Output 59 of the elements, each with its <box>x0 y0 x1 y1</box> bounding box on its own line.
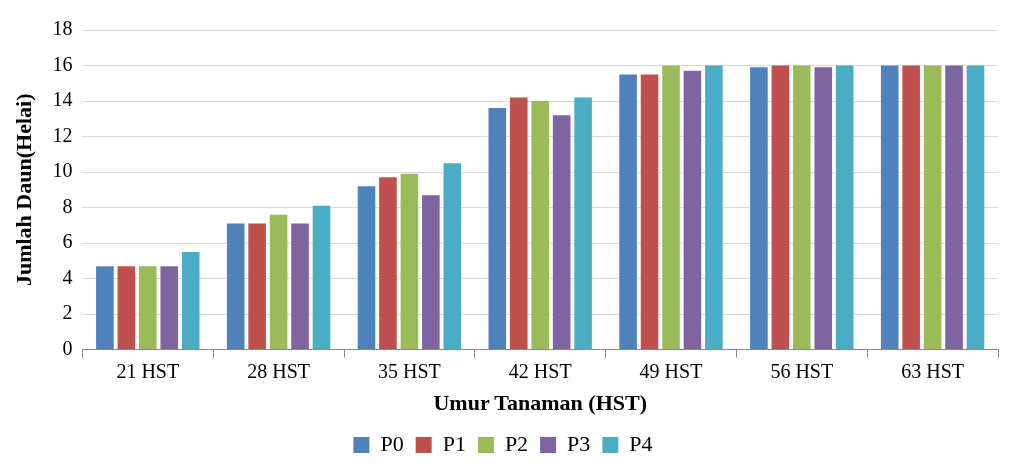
bar <box>750 67 768 350</box>
x-tick-label: 42 HST <box>508 359 572 382</box>
y-tick-label: 12 <box>52 123 73 146</box>
legend-label: P0 <box>380 430 404 456</box>
y-tick-label: 8 <box>62 194 73 217</box>
bar <box>226 223 245 350</box>
y-tick-label: 10 <box>52 159 73 182</box>
x-tick-label: 49 HST <box>639 359 703 382</box>
bar <box>160 266 179 350</box>
bar <box>269 214 288 350</box>
bar <box>379 177 397 350</box>
bar <box>574 97 592 350</box>
legend-label: P1 <box>442 430 466 456</box>
bar <box>814 67 833 350</box>
legend-label: P4 <box>629 430 653 456</box>
bar <box>357 186 376 350</box>
bar <box>705 65 723 350</box>
bar <box>400 173 419 350</box>
y-tick-label: 18 <box>52 17 73 40</box>
bar <box>422 195 440 350</box>
y-tick-label: 0 <box>62 336 73 359</box>
x-tick-label: 56 HST <box>770 359 834 382</box>
bar <box>880 65 899 350</box>
x-axis-title: Umur Tanaman (HST) <box>433 390 647 416</box>
legend-label: P3 <box>567 430 591 456</box>
y-tick-label: 4 <box>62 265 73 288</box>
bar <box>312 205 331 350</box>
y-tick-label: 6 <box>62 230 73 253</box>
y-tick-label: 2 <box>62 301 73 324</box>
bar <box>966 65 985 350</box>
bar <box>139 266 157 350</box>
bar <box>509 97 528 350</box>
bar <box>835 65 854 350</box>
bar <box>640 74 659 350</box>
bar <box>117 266 136 350</box>
bar <box>552 115 571 350</box>
x-tick-label: 63 HST <box>901 359 964 382</box>
legend-label: P2 <box>504 430 529 456</box>
bar <box>683 70 702 350</box>
bar <box>248 223 266 350</box>
bar <box>488 108 507 350</box>
bar <box>923 65 942 350</box>
x-tick-label: 28 HST <box>247 359 310 382</box>
bar <box>793 65 811 350</box>
bar <box>771 65 790 350</box>
bar <box>531 101 549 350</box>
y-axis-title: Jumlah Daun(Helai) <box>10 93 36 287</box>
x-tick-label: 35 HST <box>378 359 441 382</box>
bar <box>662 65 680 350</box>
bar <box>181 251 200 350</box>
y-tick-label: 14 <box>52 88 73 111</box>
x-tick-label: 21 HST <box>116 359 180 382</box>
bar <box>291 223 309 350</box>
bar <box>619 74 637 350</box>
bar <box>902 65 920 350</box>
bar <box>96 266 114 350</box>
y-tick-label: 16 <box>52 52 73 75</box>
bar <box>945 65 963 350</box>
bar <box>443 163 462 350</box>
